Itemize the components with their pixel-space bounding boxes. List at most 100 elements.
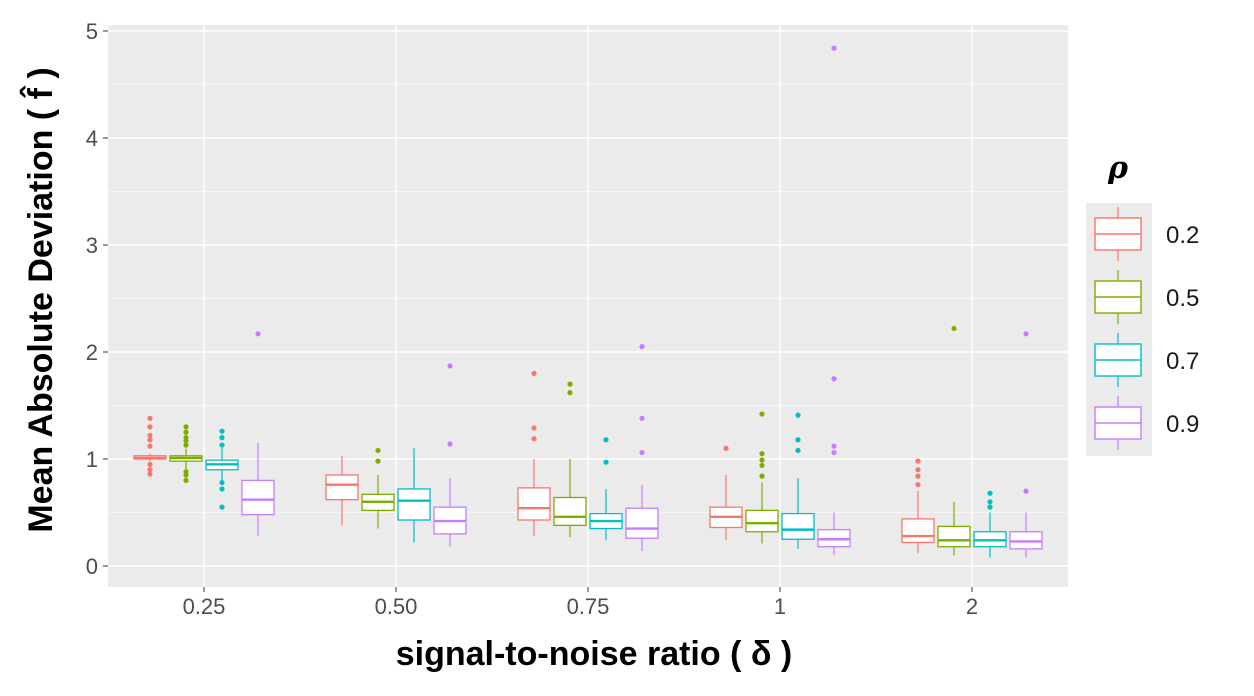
y-tick-label: 0: [86, 554, 98, 579]
box-1-rho-0.9: [817, 45, 851, 556]
legend-label: 0.9: [1166, 411, 1199, 438]
outlier-point: [603, 437, 609, 443]
box-0.75-rho-0.7: [589, 437, 623, 541]
outlier-point: [447, 441, 453, 447]
outlier-point: [987, 490, 993, 496]
outlier-point: [759, 457, 765, 463]
outlier-point: [219, 442, 225, 448]
box-2-rho-0.5: [937, 325, 971, 556]
outlier-point: [219, 435, 225, 441]
outlier-point: [831, 45, 837, 51]
box-2-rho-0.9: [1009, 331, 1043, 558]
outlier-point: [531, 436, 537, 442]
outlier-point: [219, 479, 225, 486]
outlier-point: [603, 459, 609, 465]
y-axis-title: Mean Absolute Deviation ( f̂ ): [20, 67, 60, 532]
box-0.50-rho-0.2: [325, 455, 359, 526]
outlier-point: [987, 499, 993, 505]
legend-label: 0.2: [1166, 222, 1199, 249]
outlier-point: [147, 471, 153, 477]
box-1-rho-0.2: [709, 445, 743, 541]
legend-key-0.9: 0.9: [1094, 396, 1199, 450]
outlier-point: [567, 390, 573, 396]
box-body: [781, 512, 815, 540]
outlier-point: [219, 486, 225, 492]
outlier-point: [639, 415, 645, 421]
x-tick-label: 2: [966, 594, 978, 619]
outlier-point: [183, 424, 189, 430]
outlier-point: [375, 447, 381, 454]
box-0.75-rho-0.9: [625, 344, 659, 552]
outlier-point: [1023, 331, 1029, 337]
x-axis-ticks: 0.25 0.50 0.75 1 2: [183, 587, 978, 619]
outlier-point: [183, 435, 189, 441]
box-0.75-rho-0.2: [517, 370, 551, 537]
outlier-point: [915, 458, 921, 464]
box-0.75-rho-0.5: [553, 381, 587, 538]
outlier-point: [1023, 488, 1029, 494]
outlier-point: [759, 462, 765, 469]
legend: ρ 0.2 0.5 0.7 0.9: [1086, 151, 1199, 456]
outlier-point: [255, 331, 261, 337]
box-body: [553, 496, 587, 526]
outlier-point: [759, 473, 765, 479]
box-0.50-rho-0.5: [361, 447, 395, 529]
outlier-point: [759, 451, 765, 457]
x-tick-label: 0.75: [567, 594, 610, 619]
outlier-point: [639, 449, 645, 456]
box-body: [625, 507, 659, 539]
legend-label: 0.7: [1166, 348, 1199, 375]
box-body: [517, 487, 551, 521]
y-tick-label: 5: [86, 19, 98, 44]
outlier-point: [183, 469, 189, 475]
outlier-point: [147, 443, 153, 449]
y-axis-ticks: 0 1 2 3 4 5: [86, 19, 108, 579]
series-0.5: [169, 325, 971, 556]
outlier-point: [795, 437, 801, 443]
box-2-rho-0.7: [973, 490, 1007, 558]
box-0.50-rho-0.9: [433, 363, 467, 547]
box-0.25-rho-0.7: [205, 428, 239, 510]
y-tick-label: 2: [86, 340, 98, 365]
outlier-point: [147, 461, 153, 467]
box-body: [901, 518, 935, 544]
box-1-rho-0.5: [745, 411, 779, 544]
x-tick-label: 0.50: [375, 594, 418, 619]
outlier-point: [183, 429, 189, 435]
x-tick-label: 1: [774, 594, 786, 619]
y-tick-label: 4: [86, 126, 98, 151]
grid-lines: [108, 25, 1068, 587]
outlier-point: [447, 363, 453, 369]
outlier-point: [915, 482, 921, 488]
outlier-point: [147, 424, 153, 430]
x-tick-label: 0.25: [183, 594, 226, 619]
outlier-point: [219, 428, 225, 434]
outlier-point: [147, 432, 153, 439]
outlier-point: [567, 381, 573, 387]
box-body: [745, 509, 779, 533]
outlier-point: [147, 437, 153, 443]
legend-label: 0.5: [1166, 285, 1199, 312]
box-1-rho-0.7: [781, 412, 815, 549]
outlier-point: [147, 415, 153, 421]
outlier-point: [987, 504, 993, 510]
outlier-point: [183, 442, 189, 448]
box-body: [241, 479, 275, 516]
box-body: [397, 488, 431, 521]
legend-title: ρ: [1107, 151, 1129, 186]
outlier-point: [795, 447, 801, 454]
box-2-rho-0.2: [901, 458, 935, 554]
box-series: [133, 45, 1043, 558]
outlier-point: [375, 458, 381, 464]
y-tick-label: 1: [86, 447, 98, 472]
outlier-point: [531, 370, 537, 376]
legend-key-0.5: 0.5: [1094, 270, 1199, 324]
box-0.25-rho-0.9: [241, 331, 275, 537]
x-axis-title: signal-to-noise ratio ( δ ): [396, 635, 793, 673]
outlier-point: [531, 425, 537, 431]
box-0.25-rho-0.2: [133, 415, 167, 477]
outlier-point: [639, 344, 645, 350]
box-0.25-rho-0.5: [169, 424, 203, 483]
box-body: [937, 525, 971, 548]
